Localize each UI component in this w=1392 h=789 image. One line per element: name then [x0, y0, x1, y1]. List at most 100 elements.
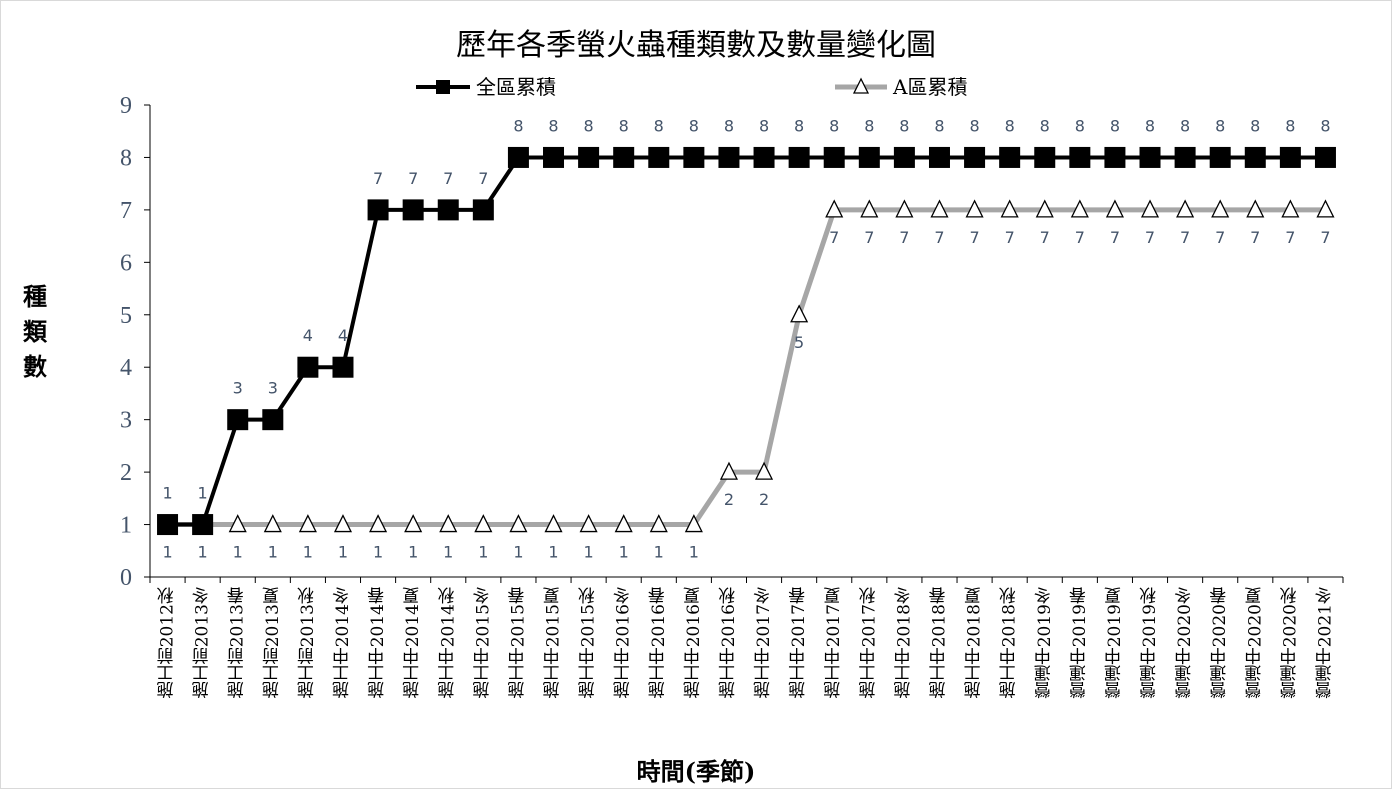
legend-label: A區累積 [892, 75, 967, 99]
data-point-marker [858, 146, 880, 168]
data-point-marker [999, 146, 1021, 168]
data-point-marker [298, 514, 317, 533]
data-label: 7 [1075, 228, 1085, 247]
data-point-marker [1176, 199, 1195, 218]
x-tick-label: 營運中2020夏 [1245, 587, 1266, 698]
data-label: 8 [1145, 116, 1155, 135]
x-tick-label: 施工中2017夏 [824, 587, 845, 698]
data-point-marker [684, 514, 703, 533]
data-label: 1 [408, 543, 418, 562]
data-point-marker [649, 514, 668, 533]
series-line [167, 207, 1326, 528]
data-point-marker [578, 146, 600, 168]
data-label: 1 [233, 543, 243, 562]
data-point-marker [333, 514, 353, 533]
data-point-marker [1070, 199, 1089, 218]
y-tick-label: 5 [120, 303, 132, 329]
data-point-marker [1104, 146, 1126, 168]
data-label: 1 [268, 543, 278, 562]
legend-marker [436, 80, 450, 94]
x-tick-label: 施工中2015春 [508, 587, 529, 698]
legend: 全區累積 A區累積 [416, 75, 967, 99]
data-point-marker [228, 514, 247, 533]
data-label: 7 [408, 169, 418, 188]
data-label: 3 [268, 379, 278, 398]
data-point-marker [895, 199, 914, 218]
data-label: 1 [654, 543, 664, 562]
data-label: 7 [864, 228, 874, 247]
x-tick-label: 施工中2014冬 [332, 587, 353, 698]
data-label: 7 [1215, 228, 1225, 247]
data-point-marker [439, 514, 458, 533]
data-point-marker [1211, 199, 1230, 218]
legend-label: 全區累積 [476, 75, 556, 99]
data-label: 7 [1285, 228, 1295, 247]
x-tick-label: 施工中2018秋 [999, 587, 1020, 698]
data-label: 8 [934, 116, 944, 135]
x-tick-label: 施工中2015冬 [473, 587, 494, 698]
data-point-marker [860, 199, 879, 218]
data-label: 8 [794, 116, 804, 135]
data-label: 7 [829, 228, 839, 247]
data-point-marker [965, 199, 984, 218]
data-point-marker [614, 514, 633, 533]
series-line [167, 155, 1326, 527]
data-label: 1 [198, 543, 208, 562]
x-tick-label: 施工中2014春 [368, 587, 389, 698]
data-label: 1 [443, 543, 453, 562]
y-tick-label: 9 [120, 93, 132, 119]
data-point-marker [437, 199, 459, 221]
data-point-marker [1139, 146, 1161, 168]
x-tick-label: 施工前2013冬 [192, 587, 213, 698]
y-axis-title-char-2: 類 [23, 317, 48, 346]
x-tick-label: 施工中2016夏 [683, 587, 704, 698]
x-tick-label: 施工中2018冬 [894, 587, 915, 698]
data-label: 2 [724, 490, 734, 509]
data-point-marker [1174, 146, 1196, 168]
x-tick-label: 施工中2017春 [789, 587, 810, 698]
data-point-marker [1279, 146, 1301, 168]
x-tick-label: 營運中2021冬 [1315, 587, 1336, 698]
data-label: 7 [969, 228, 979, 247]
data-label: 8 [1320, 116, 1330, 135]
data-point-marker [928, 146, 950, 168]
data-point-marker [367, 199, 389, 221]
legend-item-1: 全區累積 [416, 75, 556, 99]
y-tick-label: 1 [120, 513, 132, 539]
data-point-marker [262, 409, 284, 431]
data-point-marker [648, 146, 670, 168]
data-label: 1 [619, 543, 629, 562]
data-point-marker [1244, 146, 1266, 168]
x-tick-label: 施工中2017秋 [859, 587, 880, 698]
x-tick-label: 施工中2018春 [929, 587, 950, 698]
x-tick-label: 施工中2018夏 [964, 587, 985, 698]
data-point-marker [754, 461, 774, 480]
data-label: 8 [724, 116, 734, 135]
data-label: 8 [1110, 116, 1120, 135]
data-label: 8 [1075, 116, 1085, 135]
data-label: 8 [864, 116, 874, 135]
data-label: 8 [829, 116, 839, 135]
data-label: 7 [899, 228, 909, 247]
data-label: 8 [1005, 116, 1015, 135]
y-tick-label: 6 [120, 250, 132, 276]
x-tick-label: 施工前2013秋 [297, 587, 318, 698]
y-tick-label: 3 [120, 408, 132, 434]
data-label: 1 [162, 484, 172, 503]
data-label: 8 [759, 116, 769, 135]
data-label: 7 [934, 228, 944, 247]
data-label: 8 [654, 116, 664, 135]
data-point-marker [1140, 199, 1160, 218]
x-tick-label: 施工中2014秋 [438, 587, 459, 698]
x-tick-label: 施工中2016冬 [613, 587, 634, 698]
data-label: 1 [513, 543, 523, 562]
y-axis-title-char-1: 種 [23, 282, 47, 311]
data-label: 8 [619, 116, 629, 135]
data-point-marker [507, 146, 529, 168]
data-label: 7 [373, 169, 383, 188]
data-point-marker [683, 146, 705, 168]
data-point-marker [964, 146, 986, 168]
data-label: 4 [338, 326, 348, 345]
x-tick-label: 施工中2015夏 [543, 587, 564, 698]
